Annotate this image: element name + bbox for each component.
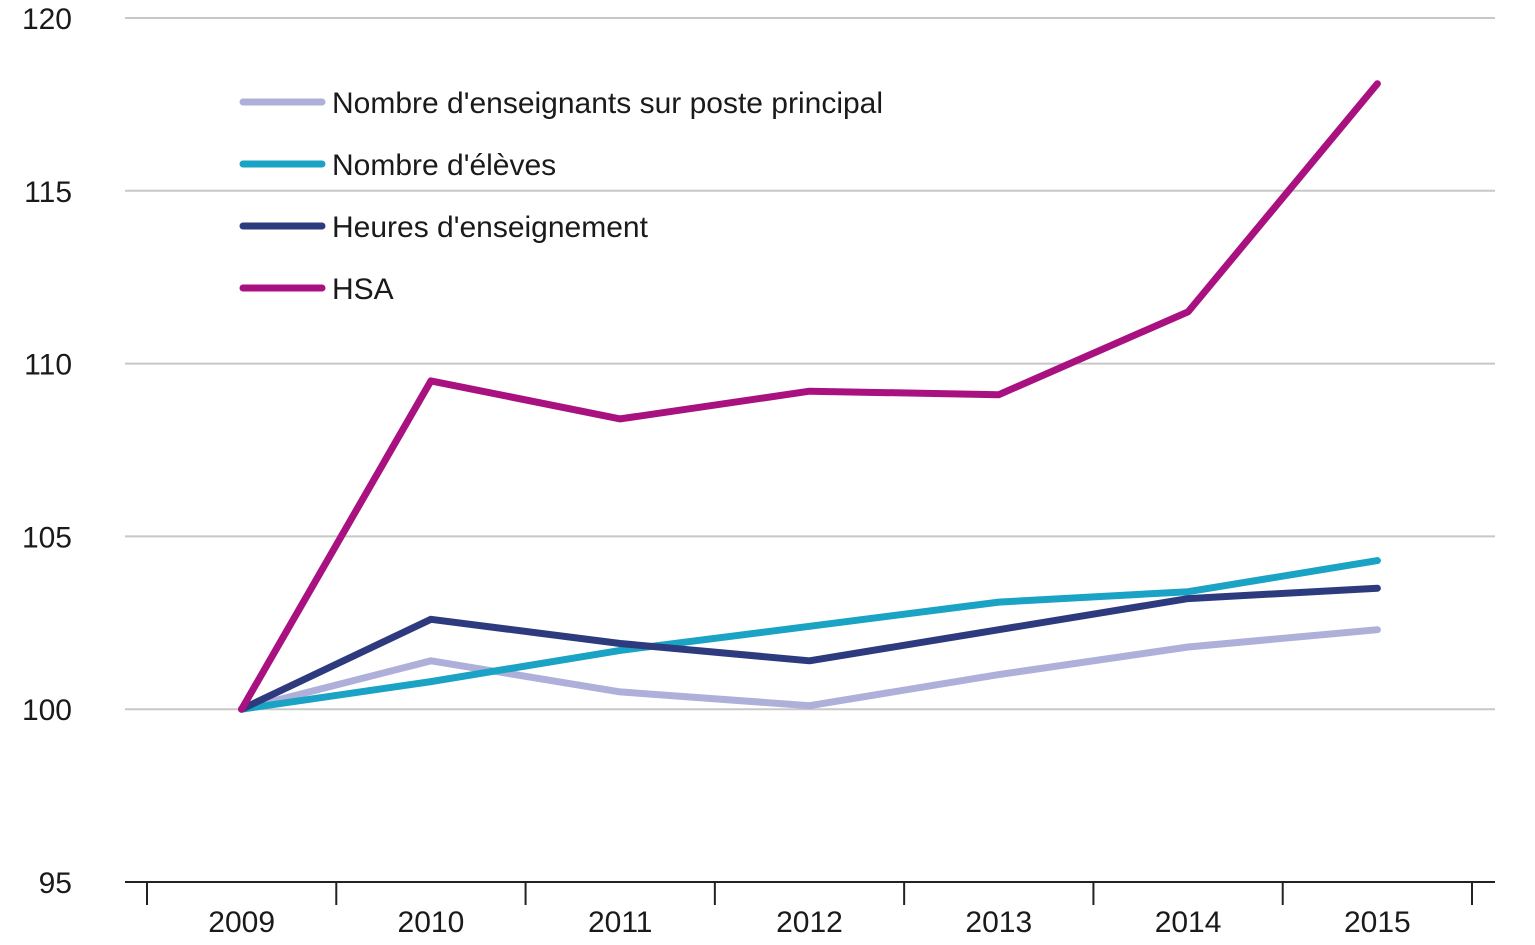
series-line-2 <box>238 584 1381 713</box>
y-tick-label: 100 <box>22 694 72 727</box>
series-line-1 <box>238 557 1381 713</box>
x-tick-label: 2012 <box>776 906 843 939</box>
x-tick-label: 2010 <box>398 906 465 939</box>
legend-label-3: HSA <box>332 273 394 306</box>
y-tick-label: 95 <box>39 867 72 900</box>
x-tick-label: 2009 <box>208 906 275 939</box>
x-tick-label: 2014 <box>1155 906 1222 939</box>
series-lines <box>238 80 1381 713</box>
y-tick-label: 105 <box>22 521 72 554</box>
gridlines <box>125 17 1495 711</box>
x-axis: 2009 2010 2011 2012 2013 2014 2015 <box>125 881 1495 939</box>
x-tick-label: 2013 <box>965 906 1032 939</box>
y-tick-label: 115 <box>24 176 72 209</box>
legend: Nombre d'enseignants sur poste principal… <box>239 87 883 306</box>
legend-label-0: Nombre d'enseignants sur poste principal <box>332 87 883 120</box>
legend-label-2: Heures d'enseignement <box>332 211 649 244</box>
series-line-3 <box>238 80 1381 713</box>
x-tick-label: 2011 <box>588 906 653 939</box>
legend-label-1: Nombre d'élèves <box>332 149 556 182</box>
y-tick-label: 110 <box>24 349 72 382</box>
y-axis-labels: 95 100 105 110 115 120 <box>22 3 72 900</box>
x-tick-label: 2015 <box>1344 906 1411 939</box>
series-line-0 <box>238 626 1381 713</box>
y-tick-label: 120 <box>22 3 72 36</box>
